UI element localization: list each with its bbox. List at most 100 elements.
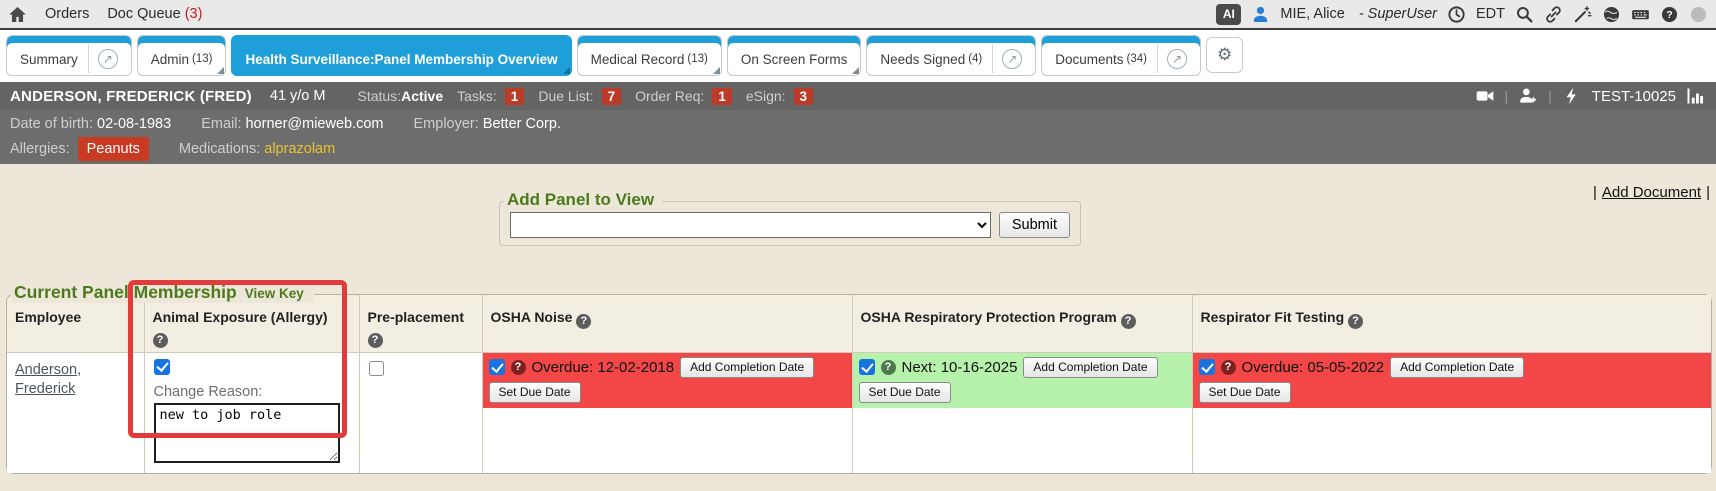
respirator-fit-status-band: ? Overdue: 05-05-2022 Add Completion Dat… xyxy=(1192,352,1711,408)
help-icon[interactable]: ? xyxy=(880,359,896,375)
set-due-date-button[interactable]: Set Due Date xyxy=(488,381,581,403)
respirator-fit-checkbox[interactable] xyxy=(1198,359,1215,375)
user-icon xyxy=(1251,5,1270,24)
help-icon[interactable]: ? xyxy=(510,359,526,375)
help-icon[interactable]: ? xyxy=(576,313,592,329)
tab-summary[interactable]: Summary ↗ xyxy=(6,35,132,76)
patient-email: horner@mieweb.com xyxy=(245,116,384,132)
osha-noise-cell: ? Overdue: 12-02-2018 Add Completion Dat… xyxy=(481,352,852,473)
menu-item-orders[interactable]: Orders xyxy=(45,6,90,22)
add-completion-date-button[interactable]: Add Completion Date xyxy=(680,356,815,378)
osha-respiratory-cell: ? Next: 10-16-2025 Add Completion Date S… xyxy=(851,352,1192,473)
help-icon[interactable]: ? xyxy=(1660,5,1679,24)
patient-employer: Better Corp. xyxy=(482,116,561,132)
osha-respiratory-status: Next: 10-16-2025 xyxy=(901,358,1018,376)
link-icon[interactable] xyxy=(1544,5,1563,24)
patient-status: Active xyxy=(401,88,444,104)
osha-noise-status-band: ? Overdue: 12-02-2018 Add Completion Dat… xyxy=(482,352,852,408)
clock-icon[interactable] xyxy=(1447,5,1466,24)
current-panel-membership-title: Current Panel Membership xyxy=(14,282,237,302)
add-document-link[interactable]: Add Document xyxy=(1601,184,1702,201)
search-icon[interactable] xyxy=(1515,5,1534,24)
tasks-count-badge[interactable]: 1 xyxy=(504,87,525,105)
add-panel-fieldset: Add Panel to View Submit xyxy=(499,190,1081,246)
tab-health-surveillance-panel-membership[interactable]: Health Surveillance:Panel Membership Ove… xyxy=(231,35,572,76)
column-header-osha-respiratory: OSHA Respiratory Protection Program ? xyxy=(851,295,1192,353)
doc-queue-count: (3) xyxy=(184,6,203,22)
help-icon[interactable]: ? xyxy=(1348,313,1364,329)
osha-noise-status: Overdue: 12-02-2018 xyxy=(531,358,675,376)
help-icon[interactable]: ? xyxy=(367,332,383,348)
patient-dob: 02-08-1983 xyxy=(97,116,172,132)
tab-settings-gear-icon[interactable]: ⚙ xyxy=(1206,37,1244,73)
patient-name: ANDERSON, FREDERICK (FRED) xyxy=(10,87,252,105)
popout-icon[interactable]: ↗ xyxy=(1167,49,1187,69)
set-due-date-button[interactable]: Set Due Date xyxy=(1198,381,1291,403)
view-key-link[interactable]: View Key xyxy=(244,286,304,301)
help-icon[interactable]: ? xyxy=(1120,313,1136,329)
pre-placement-checkbox[interactable] xyxy=(368,360,384,376)
current-panel-membership-panel: Current Panel Membership View Key Employ… xyxy=(6,282,1712,474)
popout-icon[interactable]: ↗ xyxy=(97,49,118,69)
chart-tab-bar: Summary ↗ Admin (13) Health Surveillance… xyxy=(0,30,1716,82)
order-req-count-badge[interactable]: 1 xyxy=(712,87,732,105)
medication-value[interactable]: alprazolam xyxy=(264,141,336,157)
osha-respiratory-status-band: ? Next: 10-16-2025 Add Completion Date S… xyxy=(852,352,1192,408)
employee-link[interactable]: Anderson, Frederick xyxy=(15,361,82,397)
main-content: | Add Document | Add Panel to View Submit … xyxy=(0,164,1716,491)
menu-item-doc-queue[interactable]: Doc Queue (3) xyxy=(107,6,203,22)
svg-text:?: ? xyxy=(1666,10,1672,21)
add-person-icon[interactable] xyxy=(1518,86,1538,106)
top-menu-bar: Orders Doc Queue (3) AI MIE, Alice - Sup… xyxy=(0,0,1716,30)
lightning-icon[interactable] xyxy=(1562,86,1582,106)
help-icon[interactable]: ? xyxy=(152,332,168,348)
osha-noise-checkbox[interactable] xyxy=(488,359,505,375)
change-reason-label: Change Reason: xyxy=(153,383,263,400)
chart-stats-icon[interactable] xyxy=(1686,86,1706,106)
globe-icon[interactable] xyxy=(1602,5,1621,24)
patient-info-bar: Date of birth: 02-08-1983 Email: horner@… xyxy=(0,110,1716,164)
table-row: Anderson, Frederick Change Reason: new t… xyxy=(7,352,1711,473)
patient-id: TEST-10025 xyxy=(1591,87,1676,105)
timezone-label: EDT xyxy=(1476,6,1505,22)
pre-placement-cell xyxy=(358,352,482,473)
tab-medical-record[interactable]: Medical Record (13) xyxy=(576,35,722,76)
respirator-fit-status: Overdue: 05-05-2022 xyxy=(1241,358,1385,376)
add-completion-date-button[interactable]: Add Completion Date xyxy=(1390,356,1525,378)
due-list-count-badge[interactable]: 7 xyxy=(601,87,622,105)
add-completion-date-button[interactable]: Add Completion Date xyxy=(1023,356,1158,378)
help-icon[interactable]: ? xyxy=(1220,359,1236,375)
add-document-wrap: | Add Document | xyxy=(1592,184,1710,201)
animal-exposure-checkbox[interactable] xyxy=(153,358,170,375)
set-due-date-button[interactable]: Set Due Date xyxy=(858,381,951,403)
respirator-fit-cell: ? Overdue: 05-05-2022 Add Completion Dat… xyxy=(1191,352,1711,473)
submit-button[interactable]: Submit xyxy=(998,212,1070,238)
user-name[interactable]: MIE, Alice xyxy=(1280,6,1345,22)
allergy-badge[interactable]: Peanuts xyxy=(77,137,149,161)
column-header-employee: Employee xyxy=(7,295,144,353)
presence-indicator-icon xyxy=(1689,5,1708,24)
video-call-icon[interactable] xyxy=(1475,86,1495,106)
ai-badge[interactable]: AI xyxy=(1216,3,1242,25)
tab-needs-signed[interactable]: Needs Signed (4) ↗ xyxy=(866,35,1037,76)
esign-count-badge[interactable]: 3 xyxy=(793,87,814,105)
animal-exposure-cell: Change Reason: new to job role xyxy=(143,352,359,473)
column-header-respirator-fit: Respirator Fit Testing ? xyxy=(1191,295,1711,353)
column-header-osha-noise: OSHA Noise ? xyxy=(481,295,852,353)
column-header-animal-exposure: Animal Exposure (Allergy) ? xyxy=(143,295,359,353)
tab-documents[interactable]: Documents (34) ↗ xyxy=(1041,35,1201,76)
osha-respiratory-checkbox[interactable] xyxy=(858,359,875,375)
employee-cell: Anderson, Frederick xyxy=(7,352,144,473)
patient-header-bar: ANDERSON, FREDERICK (FRED) 41 y/o M Stat… xyxy=(0,82,1716,110)
patient-age-sex: 41 y/o M xyxy=(269,88,326,104)
panel-select-dropdown[interactable] xyxy=(510,212,991,238)
tab-admin[interactable]: Admin (13) xyxy=(136,35,227,76)
add-panel-legend: Add Panel to View xyxy=(504,190,663,210)
keyboard-icon[interactable] xyxy=(1631,5,1650,24)
wand-icon[interactable] xyxy=(1573,5,1592,24)
column-header-pre-placement: Pre-placement ? xyxy=(358,295,482,353)
popout-icon[interactable]: ↗ xyxy=(1002,49,1023,69)
home-icon[interactable] xyxy=(8,5,27,24)
change-reason-textarea[interactable]: new to job role xyxy=(153,402,340,463)
tab-on-screen-forms[interactable]: On Screen Forms xyxy=(726,35,862,76)
